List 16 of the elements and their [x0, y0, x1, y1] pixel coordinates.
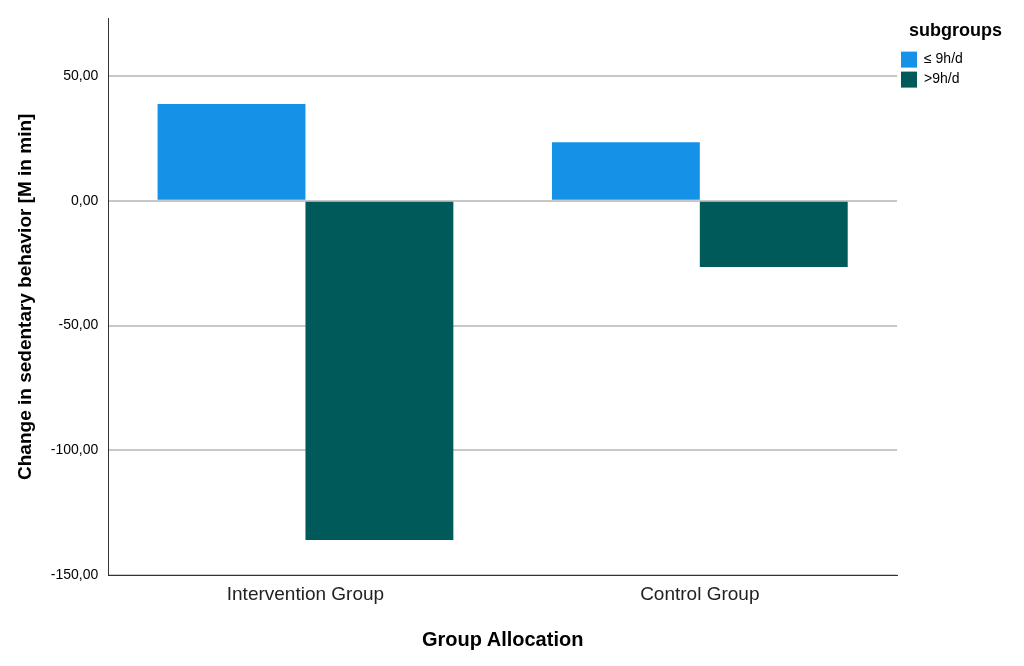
y-tick-label: -150,00	[50, 566, 99, 583]
legend-label: >9h/d	[924, 70, 960, 87]
bar	[551, 142, 700, 200]
legend-label: ≤ 9h/d	[924, 50, 963, 67]
bar	[157, 104, 306, 200]
y-axis-title: Change in sedentary behavior [M in min]	[13, 113, 35, 480]
legend-title: subgroups	[909, 19, 1002, 40]
x-tick-label: Intervention Group	[226, 582, 385, 604]
x-axis-title: Group Allocation	[421, 627, 584, 650]
y-tick-label: -100,00	[50, 441, 99, 458]
y-tick-label: 0,00	[71, 191, 99, 208]
bar	[305, 201, 454, 540]
x-tick-label: Control Group	[640, 582, 760, 604]
y-tick-label: -50,00	[58, 316, 99, 333]
bar	[699, 201, 848, 268]
y-tick-label: 50,00	[63, 66, 99, 83]
